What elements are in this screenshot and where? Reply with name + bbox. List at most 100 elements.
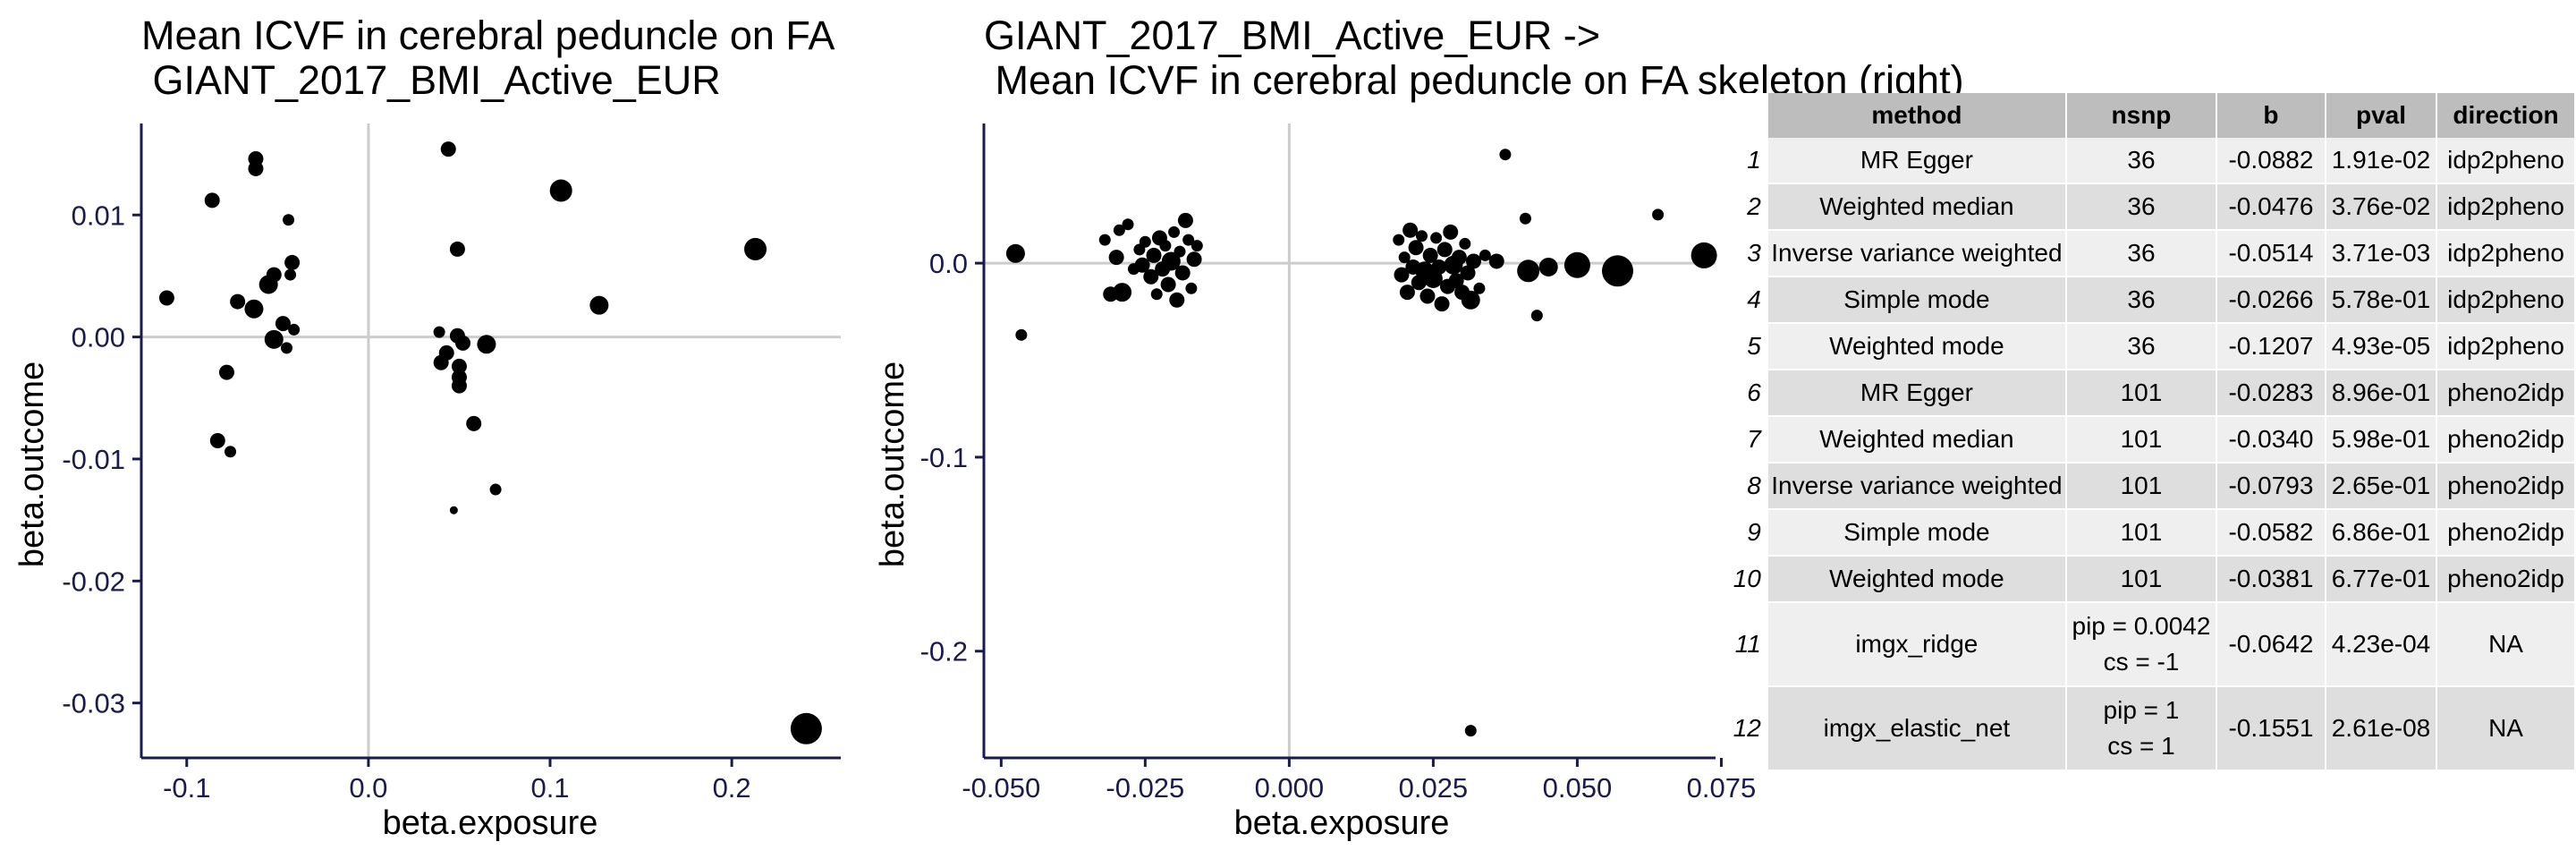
data-point [1448,273,1464,289]
cell-nsnp: 101 [2066,557,2217,603]
data-point [1113,224,1125,236]
data-point [1434,296,1450,312]
row-number: 12 [1724,687,1768,771]
plot1-area: -0.1 0.0 0.1 0.2 0.01 0.00 -0.01 -0.02 -0.03 [62,123,841,804]
data-point [1652,208,1665,221]
data-point [1519,212,1531,225]
data-point [1430,232,1443,244]
data-point [1177,212,1193,228]
data-point [284,254,301,270]
cell-method: Weighted median [1767,417,2067,464]
data-point [1460,265,1476,281]
table-header-rownum [1724,93,1768,138]
table-row: 7 Weighted median 101 -0.0340 5.98e-01 p… [1724,417,2576,464]
cell-nsnp-line2: cs = -1 [2103,648,2180,676]
cell-b: -0.1207 [2216,324,2326,370]
row-number: 9 [1724,510,1768,557]
cell-nsnp: 36 [2066,184,2217,231]
cell-pval: 6.86e-01 [2326,510,2438,557]
x-tick-label: 0.0 [349,772,387,804]
data-point [466,415,482,431]
row-number: 3 [1724,231,1768,277]
data-point [1169,292,1185,308]
cell-direction: pheno2idp [2437,557,2576,603]
cell-method: Weighted median [1767,184,2067,231]
data-point [1416,230,1428,242]
cell-direction: idp2pheno [2437,324,2576,370]
data-point [451,378,467,394]
cell-method: Simple mode [1767,510,2067,557]
cell-b: -0.0514 [2216,231,2326,277]
cell-nsnp: 101 [2066,370,2217,417]
data-point [1422,247,1438,263]
row-number: 2 [1724,184,1768,231]
data-point [440,141,456,157]
data-point [1563,251,1590,278]
cell-method: Weighted mode [1767,324,2067,370]
data-point [204,192,220,208]
data-point [283,214,295,226]
data-point [288,323,301,336]
cell-pval: 5.78e-01 [2326,277,2438,324]
cell-nsnp: 36 [2066,231,2217,277]
data-point [1488,253,1504,269]
x-tick-label: 0.1 [530,772,569,804]
table-row: 12 imgx_elastic_net pip = 1 cs = 1 -0.155… [1724,687,2576,771]
table-header-row: method nsnp b pval direction [1724,93,2576,138]
data-point [790,712,822,744]
cell-pval: 2.65e-01 [2326,464,2438,510]
cell-nsnp: pip = 1 cs = 1 [2066,687,2217,771]
table-header-direction: direction [2437,93,2576,138]
row-number: 1 [1724,138,1768,184]
cell-nsnp: 36 [2066,277,2217,324]
data-point [1174,265,1191,281]
y-tick-label: -0.1 [920,442,968,473]
data-point [1451,250,1467,266]
cell-b: -0.0340 [2216,417,2326,464]
cell-nsnp-line2: cs = 1 [2107,732,2175,760]
y-tick-label: -0.03 [62,688,125,719]
x-tick-label: 0.2 [713,772,751,804]
data-point [280,342,292,354]
cell-b: -0.0793 [2216,464,2326,510]
table-header-b: b [2216,93,2326,138]
cell-direction: pheno2idp [2437,370,2576,417]
x-tick-label: -0.025 [1106,772,1184,804]
table-row: 9 Simple mode 101 -0.0582 6.86e-01 pheno… [1724,510,2576,557]
cell-method: imgx_elastic_net [1767,687,2067,771]
data-point [433,326,445,338]
data-point [1113,283,1132,302]
cell-method: imgx_ridge [1767,603,2067,687]
data-point [1399,285,1415,301]
x-tick-label: 0.000 [1255,772,1325,804]
cell-direction: idp2pheno [2437,184,2576,231]
data-point [449,506,458,515]
cell-direction: NA [2437,687,2576,771]
data-point [489,483,502,496]
x-tick-label: 0.025 [1399,772,1469,804]
row-number: 5 [1724,324,1768,370]
data-point [1150,288,1163,301]
y-tick-label: 0.00 [72,322,125,353]
cell-pval: 3.76e-02 [2326,184,2438,231]
cell-pval: 2.61e-08 [2326,687,2438,771]
row-number: 10 [1724,557,1768,603]
data-point [230,293,246,310]
row-number: 11 [1724,603,1768,687]
data-point [1436,242,1453,258]
data-point [1182,234,1195,246]
data-point [1143,268,1159,285]
data-point [1146,247,1162,263]
cell-method: Inverse variance weighted [1767,464,2067,510]
cell-pval: 5.98e-01 [2326,417,2438,464]
row-number: 8 [1724,464,1768,510]
table-row: 10 Weighted mode 101 -0.0381 6.77e-01 ph… [1724,557,2576,603]
table-row: 1 MR Egger 36 -0.0882 1.91e-02 idp2pheno [1724,138,2576,184]
row-number: 6 [1724,370,1768,417]
cell-b: -0.0642 [2216,603,2326,687]
plot1-title-line1: Mean ICVF in cerebral peduncle on FA [141,13,835,58]
x-tick-label: 0.075 [1687,772,1757,804]
plot2-title-line1: GIANT_2017_BMI_Active_EUR -> [984,13,1600,58]
plot2-y-axis-label: beta.outcome [874,361,911,567]
cell-nsnp: 101 [2066,417,2217,464]
